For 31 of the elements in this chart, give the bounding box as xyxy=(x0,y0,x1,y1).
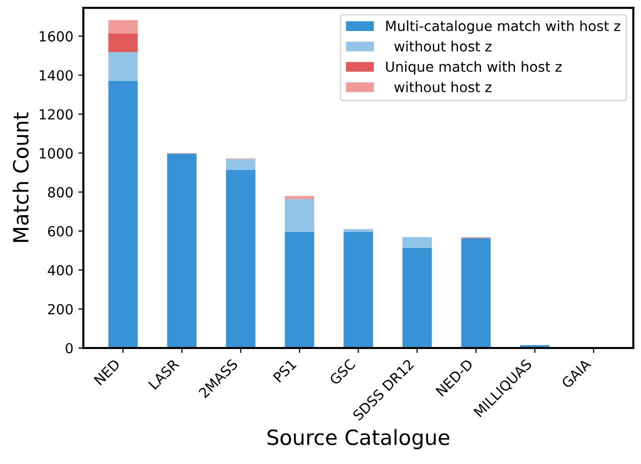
bar xyxy=(284,232,314,348)
bar xyxy=(284,196,314,200)
y-tick-label: 1000 xyxy=(40,148,73,159)
bar xyxy=(226,170,256,348)
y-tick-label: 800 xyxy=(48,187,73,198)
bar xyxy=(461,238,491,348)
bar xyxy=(108,33,138,52)
legend-label: without host z xyxy=(394,82,492,92)
bar xyxy=(344,229,374,232)
bar xyxy=(402,237,432,248)
bar xyxy=(226,159,256,170)
x-axis-title: Source Catalogue xyxy=(268,429,450,450)
bar xyxy=(284,199,314,232)
y-tick-label: 1600 xyxy=(40,31,73,42)
bar xyxy=(108,20,138,34)
y-tick-label: 1400 xyxy=(40,70,73,81)
bar xyxy=(402,248,432,348)
y-axis-title: Match Count xyxy=(12,112,29,242)
bar xyxy=(344,232,374,348)
legend-label: Multi-catalogue match with host z xyxy=(386,20,620,34)
x-tick-label: PS1 xyxy=(272,358,297,383)
bar xyxy=(108,52,138,81)
legend-label: without host z xyxy=(394,40,492,52)
bar xyxy=(108,80,138,348)
y-tick-label: 0 xyxy=(66,342,73,354)
y-tick-label: 400 xyxy=(48,265,73,276)
y-tick-label: 1200 xyxy=(40,109,73,120)
bar xyxy=(167,154,197,348)
y-tick-label: 200 xyxy=(48,304,73,314)
y-tick-label: 600 xyxy=(48,226,73,237)
legend-label: Unique match with host z xyxy=(386,61,562,75)
